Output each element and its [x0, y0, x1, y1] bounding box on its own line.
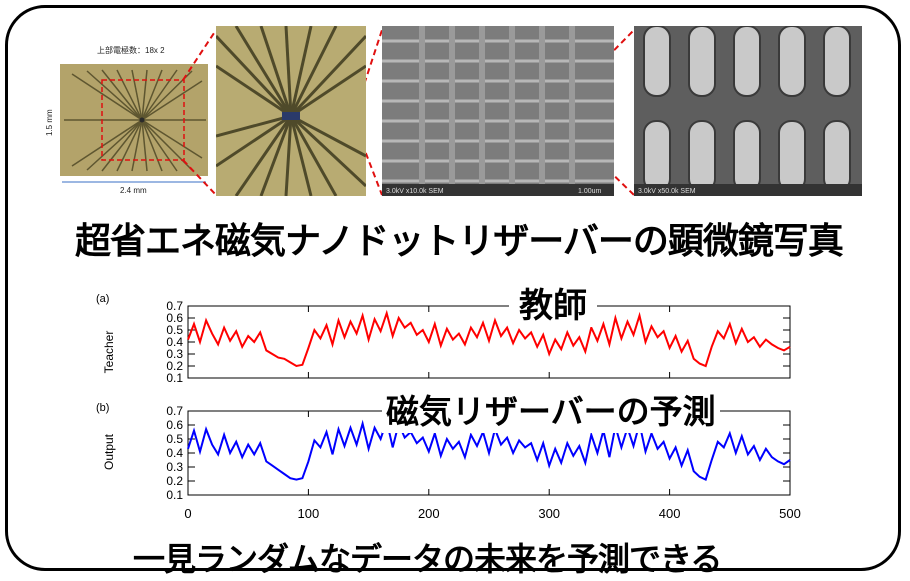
x-tick-label: 0: [184, 506, 191, 521]
x-tick-label: 200: [418, 506, 440, 521]
series-line-0: [187, 309, 791, 368]
panel-label-1: (b): [96, 402, 109, 414]
sem1-info-label: 3.0kV x10.0k SEM: [386, 188, 444, 195]
chip-photo: 上部電極数：18x 2 1.5 mm 2.4 mm: [42, 26, 212, 196]
sem2-info-label: 3.0kV x50.0k SEM: [638, 188, 696, 195]
panel-label-0: (a): [96, 293, 109, 305]
x-tick-label: 300: [538, 506, 560, 521]
chip-header-label: 上部電極数：18x 2: [97, 45, 165, 55]
y-axis-label-0: Teacher: [102, 331, 116, 374]
y-tick-label-0: 0.3: [166, 347, 183, 361]
y-tick-label-0: 0.6: [166, 311, 183, 325]
electrode-zoom-photo: [216, 26, 366, 196]
y-tick-label-0: 0.4: [166, 335, 183, 349]
x-tick-label: 100: [298, 506, 320, 521]
y-axis-label-1: Output: [102, 433, 116, 470]
x-tick-label: 400: [659, 506, 681, 521]
y-tick-label-1: 0.4: [166, 446, 183, 460]
chip-width-label: 2.4 mm: [120, 186, 147, 195]
x-tick-label: 500: [779, 506, 801, 521]
top-caption: 超省エネ磁気ナノドットリザーバーの顕微鏡写真: [75, 221, 844, 262]
y-tick-label-1: 0.5: [166, 432, 183, 446]
teacher-caption: 教師: [509, 278, 597, 327]
y-tick-label-1: 0.1: [166, 488, 183, 502]
bottom-caption: 一見ランダムなデータの未来を予測できる: [133, 540, 722, 578]
y-tick-label-1: 0.6: [166, 418, 183, 432]
chip-height-label: 1.5 mm: [45, 109, 54, 136]
y-tick-label-1: 0.2: [166, 474, 183, 488]
prediction-caption: 磁気リザーバーの予測: [382, 385, 720, 433]
sem-photo-2: 3.0kV x50.0k SEM: [634, 26, 862, 196]
y-tick-label-1: 0.3: [166, 460, 183, 474]
series-line-1: [187, 417, 791, 481]
y-tick-label-1: 0.7: [166, 404, 183, 418]
sem1-scale-label: 1.00um: [578, 188, 602, 195]
y-tick-label-0: 0.5: [166, 323, 183, 337]
y-tick-label-0: 0.7: [166, 299, 183, 313]
sem-photo-1: 3.0kV x10.0k SEM 1.00um: [382, 26, 614, 196]
y-tick-label-0: 0.1: [166, 371, 183, 385]
y-tick-label-0: 0.2: [166, 359, 183, 373]
